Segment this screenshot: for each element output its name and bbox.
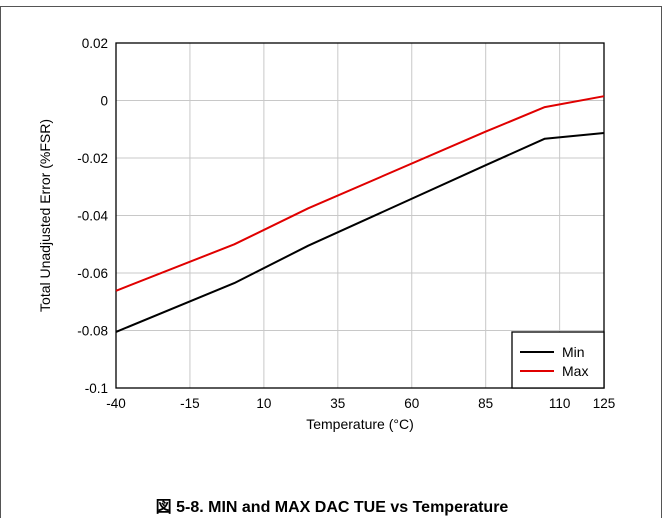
x-tick-label: -15 [180,396,200,411]
tue-vs-temperature-chart: 0.02 0 -0.02 -0.04 -0.06 -0.08 -0.1 -40 -15 10 35… [37,36,615,432]
x-axis-title: Temperature (°C) [306,416,414,432]
legend-label-min: Min [562,344,585,360]
y-axis-ticks: 0.02 0 -0.02 -0.04 -0.06 -0.08 -0.1 [77,36,108,396]
y-tick-label: -0.06 [77,266,108,281]
x-axis-ticks: -40 -15 10 35 60 85 110 125 [106,396,615,411]
y-axis-title: Total Unadjusted Error (%FSR) [37,119,53,312]
y-tick-label: -0.02 [77,151,108,166]
y-tick-label: -0.08 [77,324,108,339]
series-line-max [115,95,605,292]
x-tick-label: 85 [478,396,493,411]
x-tick-label: 60 [404,396,419,411]
legend-label-max: Max [562,363,588,379]
series-line-min [115,132,605,333]
legend-box [511,331,605,389]
y-tick-label: -0.04 [77,209,108,224]
x-tick-label: 35 [330,396,345,411]
x-tick-label: 125 [593,396,616,411]
x-tick-label: -40 [106,396,126,411]
series-layer [115,95,605,333]
y-tick-label: -0.1 [85,381,108,396]
x-tick-label: 10 [256,396,271,411]
y-tick-label: 0.02 [82,36,108,51]
x-tick-label: 110 [549,396,571,411]
grid-lines [115,42,605,389]
figure-caption: 図 5-8. MIN and MAX DAC TUE vs Temperatur… [155,499,509,516]
y-tick-label: 0 [100,94,108,109]
legend: Min Max [511,331,605,389]
plot-area-border [115,42,605,389]
figure-frame [0,6,662,518]
